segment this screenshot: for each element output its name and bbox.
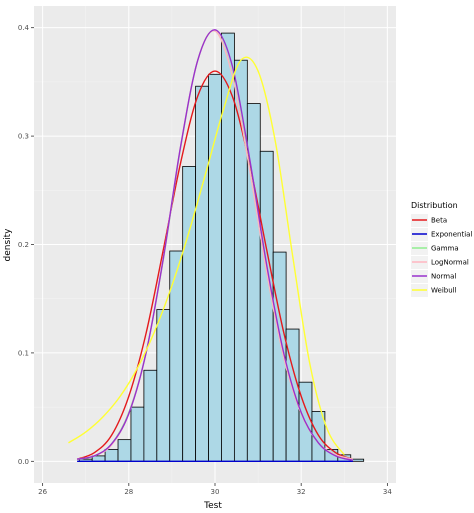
histogram-bar <box>130 406 145 462</box>
histogram-bar <box>156 309 171 462</box>
legend-label-exponential: Exponential <box>431 231 472 239</box>
x-tick-label: 34 <box>383 488 392 496</box>
x-tick-label: 30 <box>211 488 220 496</box>
legend-label-weibull: Weibull <box>431 287 457 295</box>
legend-label-beta: Beta <box>431 217 447 225</box>
histogram-bar <box>182 166 197 462</box>
x-tick-label: 26 <box>38 488 47 496</box>
y-tick-label: 0.4 <box>18 24 30 32</box>
y-tick-label: 0.0 <box>18 458 29 466</box>
x-tick-label: 32 <box>297 488 306 496</box>
histogram-bars <box>78 32 365 462</box>
histogram-bar <box>208 73 222 462</box>
histogram-bar <box>117 439 132 462</box>
legend-title: Distribution <box>411 201 458 210</box>
y-tick-label: 0.1 <box>18 349 29 357</box>
legend-label-lognormal: LogNormal <box>431 259 469 267</box>
density-curve-normal <box>76 29 354 461</box>
histogram-bar <box>143 369 158 462</box>
density-curve-weibull <box>68 56 345 456</box>
x-axis-title: Test <box>203 501 222 511</box>
x-tick-label: 28 <box>124 488 133 496</box>
legend: Distribution Beta Exponential Gamma LogNorm… <box>411 201 472 297</box>
y-tick-label: 0.2 <box>18 241 29 249</box>
y-tick-label: 0.3 <box>18 133 29 141</box>
histogram-bar <box>195 85 209 462</box>
legend-label-gamma: Gamma <box>431 245 459 253</box>
histogram-bar <box>259 150 274 462</box>
density-curves <box>68 29 354 463</box>
density-curve-beta <box>76 70 354 460</box>
y-axis-ticks: 0.0 0.1 0.2 0.3 0.4 <box>18 24 34 466</box>
x-axis-ticks: 26 28 30 32 34 <box>38 483 392 496</box>
legend-label-normal: Normal <box>431 273 456 281</box>
y-axis-title: density <box>3 228 13 262</box>
histogram-bar <box>169 250 184 462</box>
histogram-bar <box>104 448 119 462</box>
